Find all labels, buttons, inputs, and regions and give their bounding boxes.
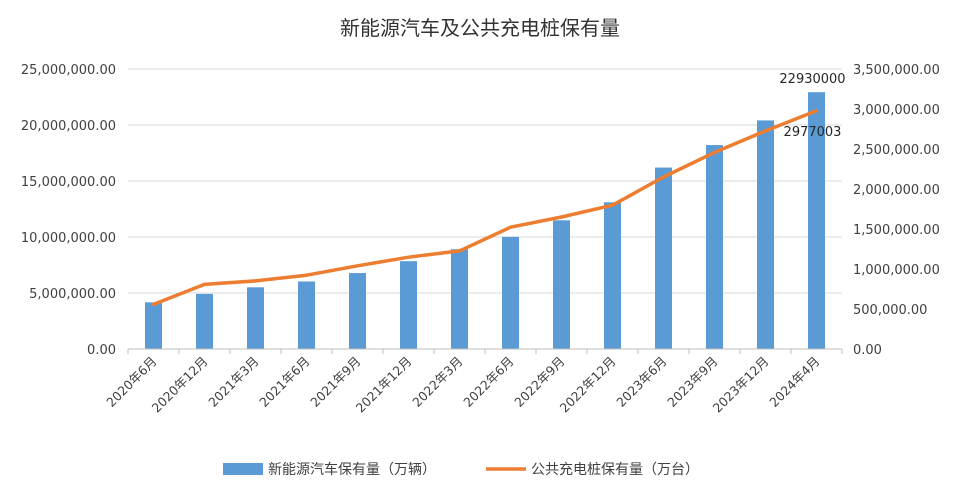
left-y-tick-label: 25,000,000.00 — [21, 63, 116, 78]
x-axis: 2020年6月2020年12月2021年3月2021年6月2021年9月2021… — [103, 348, 843, 416]
x-tick-label: 2024年4月 — [766, 354, 822, 410]
data-label: 2977003 — [784, 125, 842, 140]
x-tick-label: 2022年6月 — [460, 354, 516, 410]
line-series-path — [151, 109, 819, 307]
x-tick-label: 2022年3月 — [409, 354, 465, 410]
left-y-tick-label: 0.00 — [87, 343, 116, 358]
left-y-axis: 0.00 5,000,000.00 10,000,000.00 15,000,000.… — [21, 63, 116, 358]
bar — [706, 145, 723, 349]
bar — [553, 220, 570, 349]
left-y-tick-label: 20,000,000.00 — [21, 119, 116, 134]
chart-title: 新能源汽车及公共充电桩保有量 — [340, 16, 620, 40]
legend-label-line: 公共充电桩保有量（万台） — [531, 461, 699, 478]
bar — [247, 287, 264, 349]
right-y-tick-label: 3,000,000.00 — [853, 103, 940, 118]
bar — [196, 293, 213, 349]
bar — [145, 302, 162, 349]
line-series — [151, 109, 819, 307]
legend: 新能源汽车保有量（万辆） 公共充电桩保有量（万台） — [223, 461, 699, 478]
right-y-axis: 0.00 500,000.00 1,000,000.00 1,500,000.00 2,… — [853, 63, 940, 358]
legend-label-bar: 新能源汽车保有量（万辆） — [268, 461, 436, 478]
right-y-tick-label: 1,000,000.00 — [853, 263, 940, 278]
bar — [400, 261, 417, 349]
bar — [604, 202, 621, 349]
bar — [655, 167, 672, 349]
data-labels: 22930000 2977003 — [779, 72, 845, 140]
left-y-tick-label: 5,000,000.00 — [29, 287, 116, 302]
right-y-tick-label: 1,500,000.00 — [853, 223, 940, 238]
right-y-tick-label: 500,000.00 — [853, 303, 927, 318]
gridlines — [128, 68, 842, 294]
left-y-tick-label: 15,000,000.00 — [21, 175, 116, 190]
x-tick-label: 2021年6月 — [256, 354, 312, 410]
bar — [298, 281, 315, 349]
right-y-tick-label: 0.00 — [853, 343, 882, 358]
legend-swatch-bar — [223, 463, 263, 475]
x-tick-label: 2021年3月 — [205, 354, 261, 410]
bar — [502, 236, 519, 349]
bar-series — [145, 92, 825, 350]
right-y-tick-label: 2,000,000.00 — [853, 183, 940, 198]
right-y-tick-label: 3,500,000.00 — [853, 63, 940, 78]
bar — [808, 92, 825, 350]
data-label: 22930000 — [779, 72, 845, 87]
x-tick-label: 2023年6月 — [613, 354, 669, 410]
bar — [451, 249, 468, 349]
left-y-tick-label: 10,000,000.00 — [21, 231, 116, 246]
right-y-tick-label: 2,500,000.00 — [853, 143, 940, 158]
bar — [349, 273, 366, 349]
bar — [757, 120, 774, 350]
